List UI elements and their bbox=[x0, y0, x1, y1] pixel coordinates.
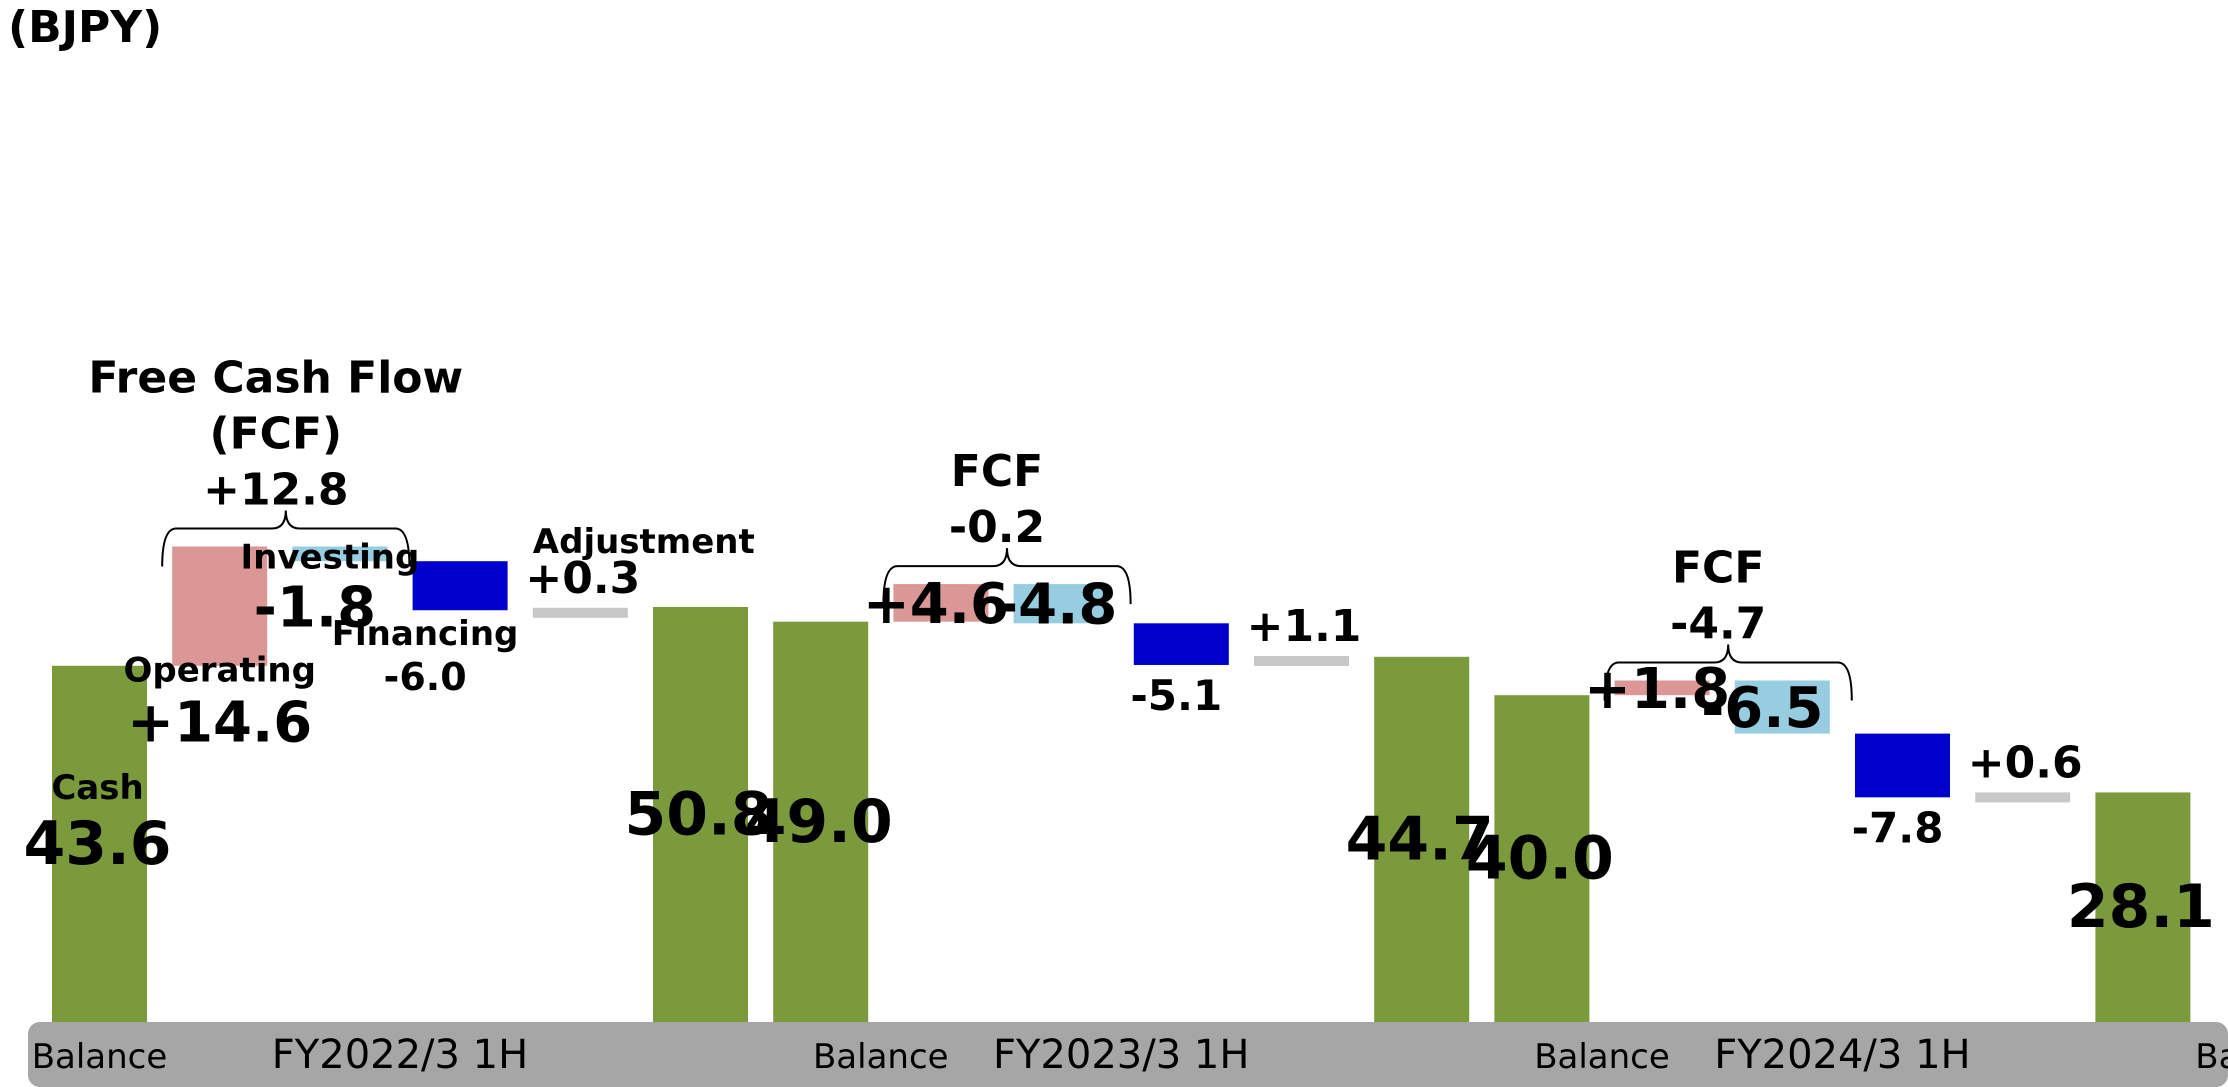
x-tick-label: Balance bbox=[32, 1037, 168, 1077]
bar-value-label: -5.1 bbox=[1130, 671, 1222, 720]
fcf-value: -0.2 bbox=[949, 502, 1045, 553]
bar-value-label: 43.6 bbox=[23, 809, 171, 879]
fcf-value: -4.7 bbox=[1670, 598, 1766, 649]
x-tick-label: Balance bbox=[1534, 1037, 1670, 1077]
bar-financing bbox=[1134, 623, 1229, 665]
bar-value-label: +1.1 bbox=[1247, 601, 1362, 652]
bar-value-label: 28.1 bbox=[2067, 872, 2215, 942]
bar-value-label: 49.0 bbox=[745, 787, 893, 857]
fcf-value: +12.8 bbox=[203, 465, 348, 516]
bar-sublabel: Financing bbox=[332, 614, 519, 654]
fcf-title: FCF bbox=[951, 446, 1043, 497]
unit-label: (BJPY) bbox=[8, 2, 162, 53]
fcf-title: FCF bbox=[1672, 542, 1764, 593]
fcf-title: (FCF) bbox=[209, 409, 342, 460]
x-tick-label: Balance bbox=[813, 1037, 949, 1077]
bar-adjustment bbox=[1254, 656, 1349, 666]
bar-value-label: +0.6 bbox=[1968, 737, 2083, 788]
bar-financing bbox=[413, 561, 508, 610]
x-axis-ticks: Balance FY2022/3 1H Balance FY2023/3 1H Bala… bbox=[32, 1032, 2228, 1078]
x-tick-label: FY2022/3 1H bbox=[272, 1032, 528, 1078]
x-tick-label: FY2023/3 1H bbox=[993, 1032, 1249, 1078]
bar-value-label: +4.6 bbox=[863, 572, 1009, 637]
bar-value-label: +14.6 bbox=[127, 691, 312, 756]
bar-value-label: +0.3 bbox=[525, 553, 640, 604]
bar-adjustment bbox=[1975, 792, 2070, 802]
bar-value-label: -7.8 bbox=[1852, 803, 1944, 852]
bar-sublabel: Cash bbox=[51, 768, 143, 808]
bar-value-label: -4.8 bbox=[995, 573, 1117, 638]
x-tick-label: Balance bbox=[2195, 1037, 2228, 1077]
fcf-title: Free Cash Flow bbox=[88, 353, 463, 404]
bar-sublabel: Investing bbox=[241, 538, 420, 578]
bar-value-label: -6.5 bbox=[1701, 676, 1823, 741]
bar-financing bbox=[1855, 734, 1950, 798]
x-tick-label: FY2024/3 1H bbox=[1714, 1032, 1970, 1078]
bar-value-label: 40.0 bbox=[1466, 824, 1614, 894]
bar-adjustment bbox=[533, 608, 628, 618]
bar-sublabel: Operating bbox=[123, 651, 315, 691]
labels-layer: Cash43.6Operating+14.6Investing-1.8Finan… bbox=[23, 522, 2214, 942]
bar-value-label: -6.0 bbox=[384, 655, 467, 699]
